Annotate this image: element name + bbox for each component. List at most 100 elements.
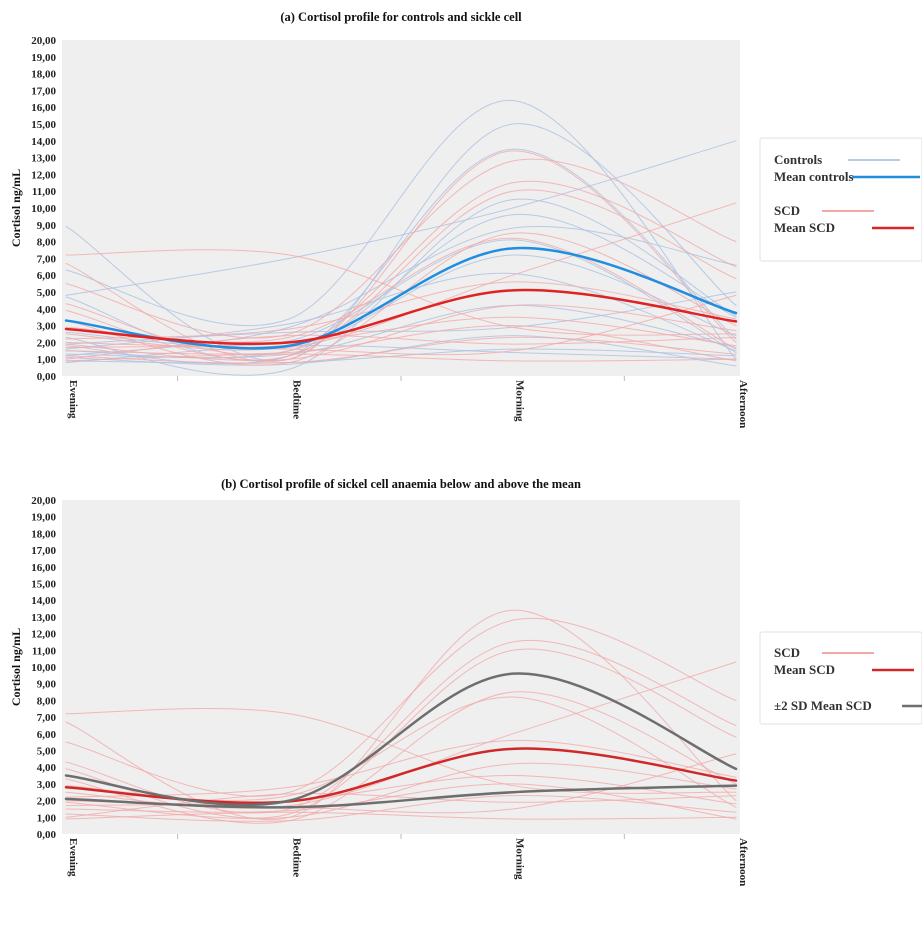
series-line-scd bbox=[65, 158, 737, 339]
series-line-controls bbox=[65, 198, 737, 376]
series-line-scd bbox=[65, 739, 737, 798]
series-line-scd bbox=[65, 325, 737, 362]
series-line-scd bbox=[65, 811, 737, 820]
y-tick-label: 11,00 bbox=[32, 186, 57, 198]
series-line-controls bbox=[65, 214, 737, 365]
y-tick-label: 19,00 bbox=[31, 512, 56, 524]
y-axis-label: Cortisol ng/mL bbox=[9, 169, 23, 247]
legend-label: Controls bbox=[774, 152, 822, 167]
y-tick-label: 3,00 bbox=[37, 321, 57, 333]
series-line-controls bbox=[65, 140, 737, 296]
y-tick-label: 7,00 bbox=[37, 712, 57, 724]
series-line-2-sd-mean-scd bbox=[64, 672, 738, 807]
y-tick-label: 5,00 bbox=[37, 746, 57, 758]
chart-title: (a) Cortisol profile for controls and si… bbox=[280, 10, 522, 24]
x-tick-label: Bedtime bbox=[290, 380, 302, 419]
x-tick-label: Evening bbox=[67, 838, 79, 877]
series-line-scd bbox=[65, 783, 737, 820]
legend-box bbox=[759, 631, 922, 725]
x-tick-label: Afternoon bbox=[737, 838, 749, 886]
x-tick-label: Bedtime bbox=[290, 838, 302, 877]
legend-box bbox=[759, 137, 922, 262]
series-line-scd bbox=[65, 281, 737, 340]
series-line-scd bbox=[65, 336, 737, 364]
series-line-2-sd-mean-scd bbox=[64, 784, 738, 809]
series-line-scd bbox=[65, 150, 737, 362]
y-tick-label: 0,00 bbox=[37, 371, 57, 383]
y-tick-label: 2,00 bbox=[37, 796, 57, 808]
y-tick-label: 16,00 bbox=[31, 562, 56, 574]
y-tick-label: 6,00 bbox=[37, 270, 57, 282]
y-tick-label: 1,00 bbox=[37, 354, 57, 366]
y-tick-label: 16,00 bbox=[31, 102, 56, 114]
y-tick-label: 15,00 bbox=[31, 119, 56, 131]
y-tick-label: 19,00 bbox=[31, 52, 56, 64]
legend-label: Mean controls bbox=[774, 169, 854, 184]
y-tick-label: 8,00 bbox=[37, 237, 57, 249]
y-tick-label: 11,00 bbox=[32, 645, 57, 657]
y-tick-label: 5,00 bbox=[37, 287, 57, 299]
chart-title: (b) Cortisol profile of sickel cell anae… bbox=[221, 477, 581, 491]
series-line-scd bbox=[65, 617, 737, 797]
y-tick-label: 8,00 bbox=[37, 695, 57, 707]
y-tick-label: 17,00 bbox=[31, 85, 56, 97]
y-tick-label: 10,00 bbox=[31, 662, 56, 674]
y-tick-label: 9,00 bbox=[37, 679, 57, 691]
y-tick-label: 13,00 bbox=[31, 612, 56, 624]
series-line-mean-scd bbox=[64, 747, 738, 805]
y-tick-label: 0,00 bbox=[37, 829, 57, 841]
y-tick-label: 1,00 bbox=[37, 812, 57, 824]
series-line-controls bbox=[65, 99, 737, 360]
y-tick-label: 17,00 bbox=[31, 545, 56, 557]
x-tick-label: Morning bbox=[514, 838, 526, 880]
series-line-mean-scd bbox=[64, 288, 738, 346]
y-tick-label: 4,00 bbox=[37, 304, 57, 316]
x-tick-label: Afternoon bbox=[737, 380, 749, 428]
chart-panel-a: 0,00 1,00 2,00 3,00 4,00 5,00 6,00 7,00 8,00 9,00… bbox=[9, 10, 922, 428]
y-tick-label: 2,00 bbox=[37, 337, 57, 349]
series-line-scd bbox=[65, 795, 737, 822]
y-tick-label: 13,00 bbox=[31, 153, 56, 165]
y-tick-label: 20,00 bbox=[31, 495, 56, 507]
y-tick-label: 9,00 bbox=[37, 220, 57, 232]
plot-area bbox=[62, 40, 740, 376]
series-line-scd bbox=[65, 762, 737, 820]
y-tick-label: 4,00 bbox=[37, 762, 57, 774]
legend: SCD Mean SCD ±2 SD Mean SCD bbox=[759, 631, 922, 725]
plot-area bbox=[62, 500, 740, 834]
y-tick-label: 12,00 bbox=[31, 169, 56, 181]
legend-label: SCD bbox=[774, 203, 800, 218]
series-line-scd bbox=[65, 334, 737, 360]
series-lines bbox=[64, 99, 738, 376]
series-line-scd bbox=[65, 304, 737, 362]
y-axis-label: Cortisol ng/mL bbox=[9, 628, 23, 706]
y-tick-label: 10,00 bbox=[31, 203, 56, 215]
y-tick-label: 14,00 bbox=[31, 595, 56, 607]
series-line-scd bbox=[65, 249, 737, 336]
legend-label: SCD bbox=[774, 645, 800, 660]
legend: Controls Mean controls SCD Mean SCD bbox=[759, 137, 922, 262]
series-line-controls bbox=[65, 226, 737, 357]
legend-label: Mean SCD bbox=[774, 220, 835, 235]
series-lines bbox=[64, 609, 738, 824]
y-tick-label: 15,00 bbox=[31, 579, 56, 591]
y-tick-label: 18,00 bbox=[31, 528, 56, 540]
y-tick-label: 20,00 bbox=[31, 35, 56, 47]
series-line-controls bbox=[65, 335, 737, 367]
series-line-scd bbox=[65, 609, 737, 820]
series-line-scd bbox=[65, 691, 737, 824]
series-line-scd bbox=[65, 353, 737, 362]
y-tick-label: 3,00 bbox=[37, 779, 57, 791]
y-tick-label: 18,00 bbox=[31, 69, 56, 81]
y-tick-label: 7,00 bbox=[37, 253, 57, 265]
x-tick-label: Morning bbox=[514, 380, 526, 422]
chart-panel-b: 0,00 1,00 2,00 3,00 4,00 5,00 6,00 7,00 8,00 9,00… bbox=[9, 477, 922, 886]
legend-label: ±2 SD Mean SCD bbox=[774, 698, 872, 713]
y-tick-label: 12,00 bbox=[31, 629, 56, 641]
series-line-controls bbox=[65, 123, 737, 362]
y-tick-label: 14,00 bbox=[31, 136, 56, 148]
series-line-controls bbox=[65, 239, 737, 353]
series-line-scd bbox=[65, 707, 737, 794]
